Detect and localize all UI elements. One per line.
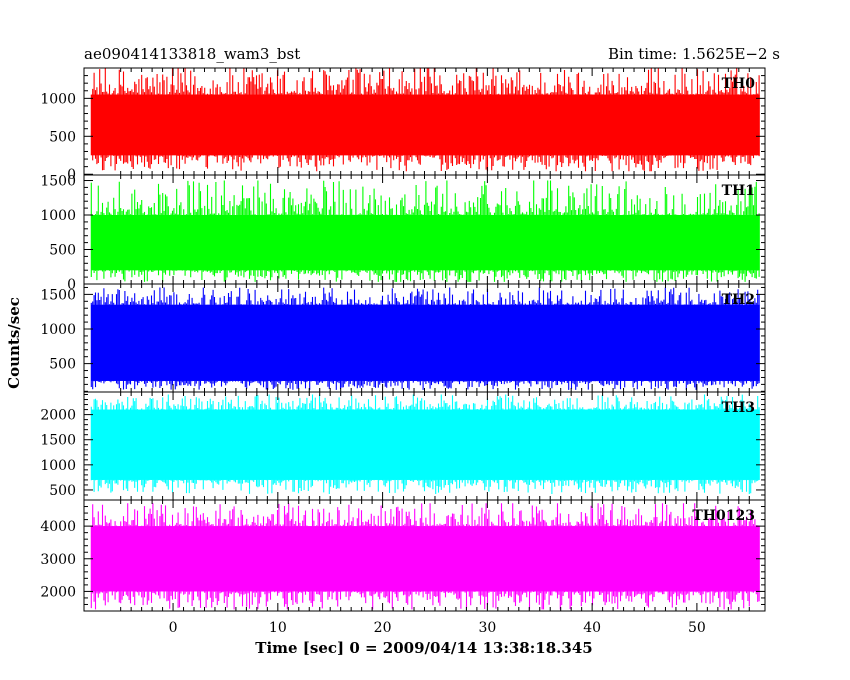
y-tick-label: 1000 xyxy=(40,208,76,224)
y-tick-label: 500 xyxy=(49,129,76,145)
light-curve-spikes xyxy=(90,394,760,494)
panel-th0123-data xyxy=(90,503,760,610)
x-tick-label: 40 xyxy=(583,620,601,636)
panel-th0: 0 500 1000 TH0 xyxy=(40,67,766,183)
y-tick-label: 500 xyxy=(49,483,76,499)
y-tick-label: 2000 xyxy=(40,408,76,424)
y-tick-label: 1500 xyxy=(40,433,76,449)
y-tick-label: 0 xyxy=(67,167,76,183)
series-label-th0123: TH0123 xyxy=(692,508,755,524)
y-tick-label: 500 xyxy=(49,243,76,259)
x-tick-label: 30 xyxy=(478,620,496,636)
y-tick-label: 1000 xyxy=(40,322,76,338)
panel-th0-data xyxy=(90,68,760,172)
series-label-th1: TH1 xyxy=(722,183,755,199)
panel-th1: 0 500 1000 1500 TH1 xyxy=(40,174,766,293)
x-tick-label: 0 xyxy=(169,620,178,636)
chart-title: ae090414133818_wam3_bst xyxy=(84,45,300,63)
y-ticks xyxy=(84,392,765,501)
series-label-th3: TH3 xyxy=(722,400,755,416)
bin-time-label: Bin time: 1.5625E−2 s xyxy=(608,45,780,63)
y-tick-label: 1500 xyxy=(40,174,76,190)
y-ticks xyxy=(84,175,765,285)
y-tick-label: 1000 xyxy=(40,458,76,474)
y-tick-label: 3000 xyxy=(40,552,76,568)
y-tick-label: 1000 xyxy=(40,91,76,107)
panel-th0123: 2000 3000 4000 TH0123 xyxy=(40,499,766,612)
y-ticks xyxy=(84,284,765,392)
light-curve-spikes xyxy=(90,68,760,172)
x-tick-label: 50 xyxy=(688,620,706,636)
x-axis-label: Time [sec] 0 = 2009/04/14 13:38:18.345 xyxy=(255,639,592,657)
y-axis-label: Counts/sec xyxy=(5,297,23,389)
panel-th3: 500 1000 1500 2000 TH3 xyxy=(40,391,766,501)
light-curve-spikes xyxy=(90,180,760,282)
x-tick-label: 10 xyxy=(269,620,287,636)
panel-th2: 500 1000 1500 TH2 xyxy=(40,283,766,393)
y-ticks xyxy=(84,499,765,612)
light-curve-spikes xyxy=(90,503,760,610)
x-tick-label: 20 xyxy=(374,620,392,636)
y-ticks xyxy=(84,67,765,175)
panel-th2-data xyxy=(90,287,760,390)
panel-th3-data xyxy=(90,394,760,494)
series-label-th2: TH2 xyxy=(722,292,755,308)
y-tick-label: 1500 xyxy=(40,287,76,303)
series-label-th0: TH0 xyxy=(722,76,756,92)
y-tick-label: 0 xyxy=(67,277,76,293)
y-tick-label: 500 xyxy=(49,357,76,373)
panel-th1-data xyxy=(90,180,760,282)
light-curve-spikes xyxy=(90,287,760,390)
y-tick-label: 4000 xyxy=(40,519,76,535)
y-tick-label: 2000 xyxy=(40,584,76,600)
